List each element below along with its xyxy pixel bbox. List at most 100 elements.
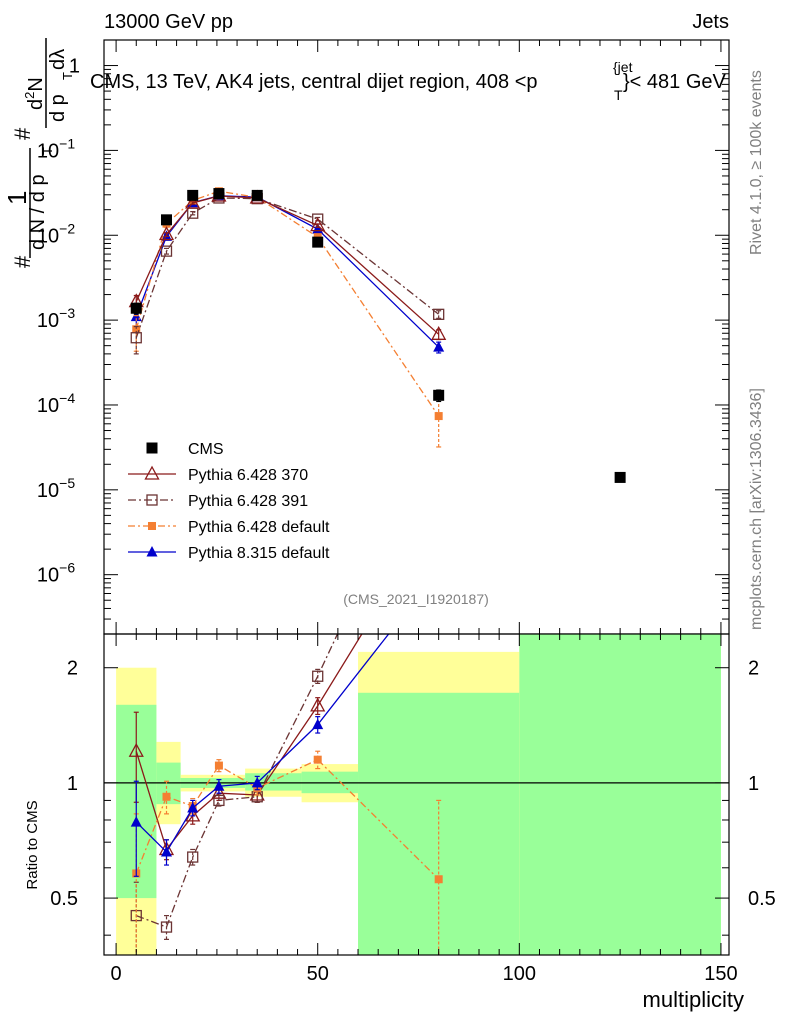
legend-marker-2 (146, 494, 158, 506)
main-series-2 (130, 192, 445, 355)
main-ytick-label-3-exp: −3 (59, 305, 75, 321)
mcplots-label: mcplots.cern.ch [arXiv:1306.3436] (748, 388, 765, 630)
ylabel-dn: d N / d p (27, 174, 49, 250)
legend-entry-1: Pythia 6.428 370 (128, 465, 308, 484)
main-series-4-point-6 (433, 341, 445, 352)
main-series-3-point-0 (132, 325, 141, 334)
ylabel-num: d2N (22, 77, 47, 110)
ratio-series-1-point-0 (128, 742, 144, 757)
main-ytick-label-1-exp: −1 (59, 135, 75, 151)
title-sub: T (614, 87, 623, 103)
ratio-series-4-point-5 (312, 718, 324, 730)
legend-label-0: CMS (188, 441, 224, 458)
ratio-series-3-point-6 (434, 875, 443, 884)
main-data-marks (128, 187, 626, 483)
main-series-0-point-1 (161, 214, 172, 226)
ratio-ylabel: Ratio to CMS (24, 800, 41, 889)
main-series-1-point-5 (310, 217, 326, 232)
ylabel-num-d: d (25, 99, 47, 110)
ratio-series-1-point-5 (310, 697, 326, 712)
main-axes: 110−110−210−310−410−510−6 (37, 39, 730, 635)
main-series-3-point-6 (434, 412, 443, 421)
ratio-data-marks (104, 502, 729, 955)
main-series-1 (128, 187, 447, 341)
ratio-ytick-label-right-1: 1 (748, 773, 759, 795)
main-ytick-label-4: 10−4 (37, 390, 75, 417)
main-series-0-point-7 (614, 471, 626, 483)
header-right: Jets (692, 11, 729, 33)
ratio-ytick-label-left-2: 2 (67, 658, 78, 680)
ratio-ytick-label-left-0: 0.5 (50, 888, 78, 910)
legend-entry-2: Pythia 6.428 391 (128, 493, 308, 510)
main-series-1-line (135, 195, 440, 335)
ylabel-den-t: T (60, 72, 75, 80)
main-ytick-label-6-exp: −6 (59, 560, 75, 576)
x-tick-label-0: 0 (111, 963, 122, 985)
ratio-series-3-point-5 (313, 755, 322, 764)
main-ytick-label-2-base: 10 (37, 225, 59, 247)
ratio-series-2-point-1 (160, 921, 173, 933)
ratio-ytick-label-right-2: 2 (748, 658, 759, 680)
main-panel: 110−110−210−310−410−510−6 (CMS_2021_I192… (2, 38, 730, 635)
watermark: (CMS_2021_I1920187) (343, 591, 489, 607)
ratio-ytick-label-left-1: 1 (67, 773, 78, 795)
ratio-uncertainty-bands (116, 634, 721, 955)
title-post: }< 481 GeV (623, 71, 727, 93)
chart-title: CMS, 13 TeV, AK4 jets, central dijet reg… (90, 71, 538, 93)
main-ytick-label-5-exp: −5 (59, 475, 75, 491)
legend: CMS Pythia 6.428 370 Pythia 6.428 391 Pythi… (128, 441, 330, 562)
x-axis-label: multiplicity (643, 987, 744, 1012)
main-ytick-label-3: 10−3 (37, 305, 75, 332)
main-series-0-point-2 (187, 189, 199, 201)
ylabel-one: 1 (2, 191, 32, 205)
x-tick-label-1: 50 (307, 963, 329, 985)
main-series-0-point-5 (312, 236, 324, 248)
ylabel-dn-t: T (40, 147, 55, 155)
ratio-series-4-point-0 (130, 816, 142, 827)
legend-marker-3 (148, 522, 156, 530)
ylabel-hash-mid: # (10, 127, 35, 140)
legend-entry-4: Pythia 8.315 default (128, 545, 330, 562)
ratio-axes: 0 50 100 150 0.5 0.5 1 1 2 2 (50, 633, 776, 985)
title-sup: {jet (613, 59, 633, 75)
main-series-2-point-6 (433, 308, 445, 320)
main-ytick-label-1: 10−1 (37, 135, 75, 162)
ratio-series-2-point-3 (213, 794, 225, 807)
main-ytick-label-0: 1 (69, 56, 80, 78)
main-series-0 (130, 188, 626, 483)
legend-label-2: Pythia 6.428 391 (188, 493, 308, 510)
legend-marker-4 (146, 546, 158, 557)
legend-entry-3: Pythia 6.428 default (128, 519, 330, 536)
ratio-ytick-label-right-0: 0.5 (748, 888, 776, 910)
ratio-series-3-point-1 (162, 792, 171, 801)
rivet-label: Rivet 4.1.0, ≥ 100k events (748, 70, 765, 255)
main-series-3 (132, 187, 443, 448)
main-ytick-label-2-exp: −2 (59, 220, 75, 236)
main-series-2-point-0 (130, 332, 142, 344)
x-tick-label-3: 150 (704, 963, 737, 985)
ylabel-hash-left: # (10, 255, 35, 268)
ylabel-den-lam: dλ (47, 49, 69, 70)
ratio-series-4 (130, 634, 390, 877)
x-tick-label-2: 100 (503, 963, 536, 985)
header-left: 13000 GeV pp (104, 11, 233, 33)
main-ytick-label-5: 10−5 (37, 475, 75, 502)
legend-marker-0 (146, 442, 158, 454)
ratio-series-3-point-3 (214, 761, 223, 770)
main-series-2-line (135, 197, 440, 338)
legend-label-4: Pythia 8.315 default (188, 545, 330, 562)
ylabel-den: d p (47, 94, 69, 122)
main-series-0-point-0 (130, 302, 142, 314)
ratio-series-4-point-3 (213, 780, 225, 791)
main-series-1-point-6 (431, 325, 447, 340)
ratio-series-2-point-5 (312, 670, 324, 682)
main-ylabel: # 1 d N / d p T # d2N d p T dλ (2, 38, 75, 268)
ratio-frame (103, 633, 730, 956)
main-ytick-label-6: 10−6 (37, 560, 75, 587)
main-series-1-point-1 (158, 226, 175, 241)
ratio-series-4-point-4 (251, 776, 263, 788)
main-ytick-label-2: 10−2 (37, 220, 75, 247)
ratio-series-1-point-6 (432, 502, 445, 514)
ratio-band-green-6 (519, 634, 721, 955)
main-ytick-label-5-base: 10 (37, 480, 59, 502)
